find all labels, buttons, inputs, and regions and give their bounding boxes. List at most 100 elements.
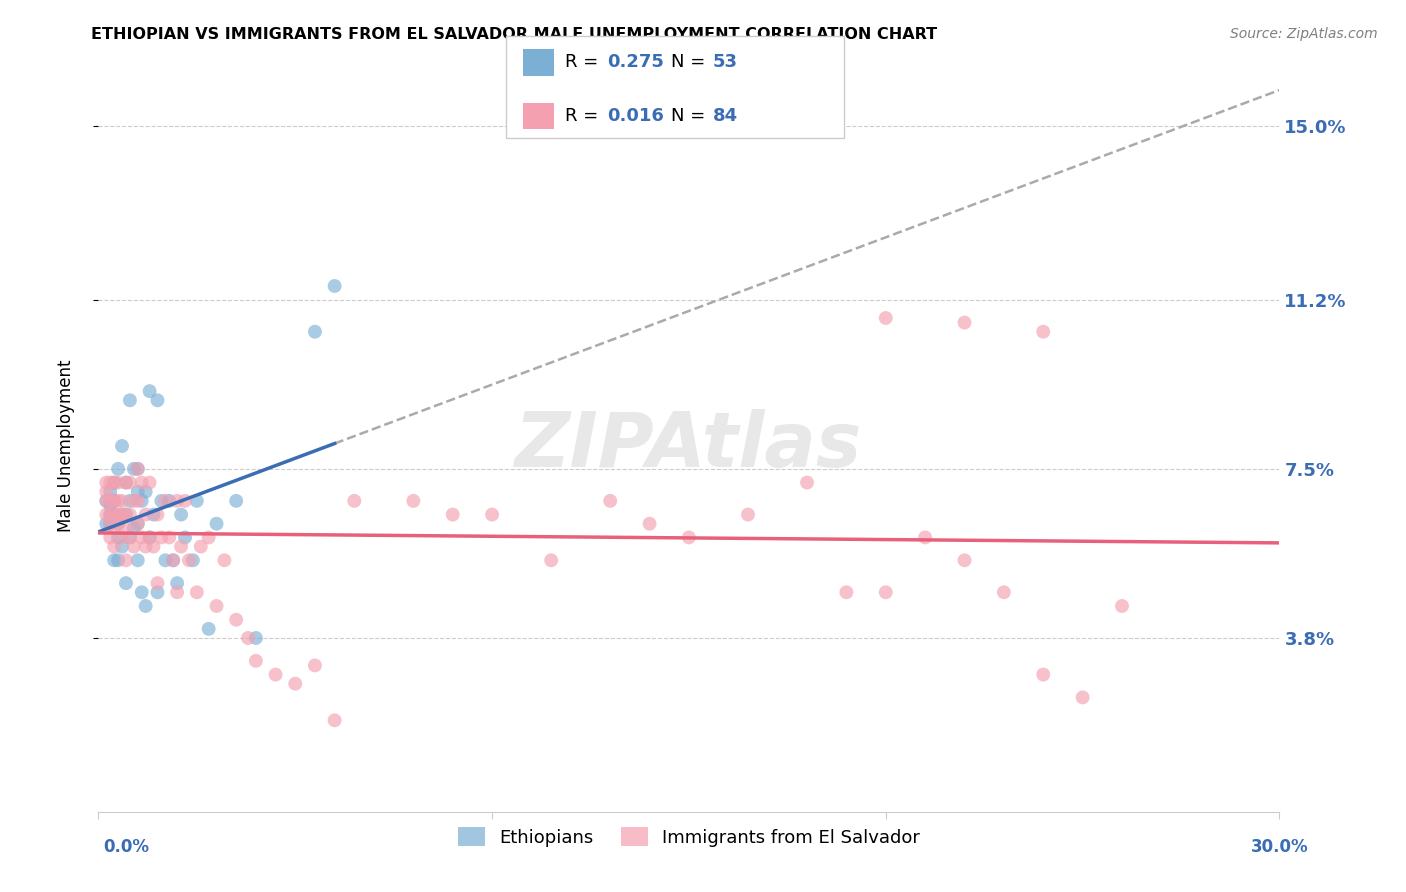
Point (155, 494, 177, 508)
Point (98, 475, 121, 490)
Point (323, 714, 346, 728)
Point (166, 585, 188, 599)
Point (135, 540, 157, 554)
Point (118, 530, 141, 544)
Text: N =: N = (671, 54, 710, 71)
Point (118, 508, 141, 522)
Point (304, 325, 326, 339)
Point (166, 494, 188, 508)
Point (118, 494, 141, 508)
Point (98, 484, 121, 499)
Point (174, 530, 197, 544)
Point (678, 530, 700, 544)
Point (146, 585, 169, 599)
Point (875, 585, 897, 599)
Point (107, 516, 129, 531)
Point (103, 494, 125, 508)
Point (181, 553, 204, 567)
Point (118, 475, 141, 490)
Point (107, 553, 129, 567)
Point (96, 475, 118, 490)
Point (127, 516, 149, 531)
Text: Source: ZipAtlas.com: Source: ZipAtlas.com (1230, 27, 1378, 41)
Point (127, 484, 149, 499)
Point (138, 530, 160, 544)
Text: ETHIOPIAN VS IMMIGRANTS FROM EL SALVADOR MALE UNEMPLOYMENT CORRELATION CHART: ETHIOPIAN VS IMMIGRANTS FROM EL SALVADOR… (91, 27, 938, 42)
Point (115, 553, 138, 567)
Point (115, 475, 138, 490)
Point (122, 540, 145, 554)
Point (186, 494, 208, 508)
Point (146, 508, 169, 522)
Point (225, 613, 247, 627)
Point (107, 530, 129, 544)
Point (103, 508, 125, 522)
Point (107, 462, 129, 476)
Point (115, 508, 138, 522)
Legend: Ethiopians, Immigrants from El Salvador: Ethiopians, Immigrants from El Salvador (450, 820, 928, 854)
Point (150, 494, 173, 508)
Point (111, 439, 134, 453)
Text: 53: 53 (713, 54, 738, 71)
Text: R =: R = (565, 107, 605, 125)
Point (157, 530, 180, 544)
Point (796, 475, 818, 490)
Point (107, 516, 129, 531)
Point (127, 516, 149, 531)
Point (98, 530, 121, 544)
Point (111, 508, 134, 522)
Point (953, 553, 976, 567)
Point (127, 462, 149, 476)
Point (118, 530, 141, 544)
Point (343, 494, 366, 508)
Point (1111, 599, 1133, 613)
Point (111, 540, 134, 554)
Point (146, 393, 169, 408)
Point (103, 475, 125, 490)
Point (115, 475, 138, 490)
Point (122, 521, 145, 535)
Point (245, 654, 267, 668)
Point (107, 508, 129, 522)
Point (131, 585, 153, 599)
Point (96, 508, 118, 522)
Point (127, 494, 149, 508)
Point (115, 576, 138, 591)
Point (170, 508, 193, 522)
Point (127, 462, 149, 476)
Point (953, 316, 976, 330)
Point (993, 585, 1015, 599)
Point (1032, 667, 1054, 681)
Text: ZIPAtlas: ZIPAtlas (515, 409, 863, 483)
Point (441, 508, 464, 522)
Point (103, 540, 125, 554)
Point (131, 494, 153, 508)
Point (323, 279, 346, 293)
Point (138, 530, 160, 544)
Point (190, 540, 212, 554)
Point (103, 494, 125, 508)
Point (96, 484, 118, 499)
Point (599, 494, 621, 508)
Point (214, 553, 236, 567)
Point (1032, 325, 1054, 339)
Point (131, 530, 153, 544)
Text: 84: 84 (713, 107, 738, 125)
Point (914, 530, 936, 544)
Point (111, 530, 134, 544)
Point (118, 393, 141, 408)
Point (138, 475, 160, 490)
Point (205, 516, 228, 531)
Point (98, 508, 121, 522)
Point (157, 494, 180, 508)
Point (205, 599, 228, 613)
Point (540, 553, 562, 567)
Point (103, 475, 125, 490)
Text: 0.275: 0.275 (607, 54, 664, 71)
Point (177, 553, 200, 567)
Point (162, 553, 184, 567)
Point (835, 585, 858, 599)
Point (96, 516, 118, 531)
Point (107, 494, 129, 508)
Point (98, 508, 121, 522)
